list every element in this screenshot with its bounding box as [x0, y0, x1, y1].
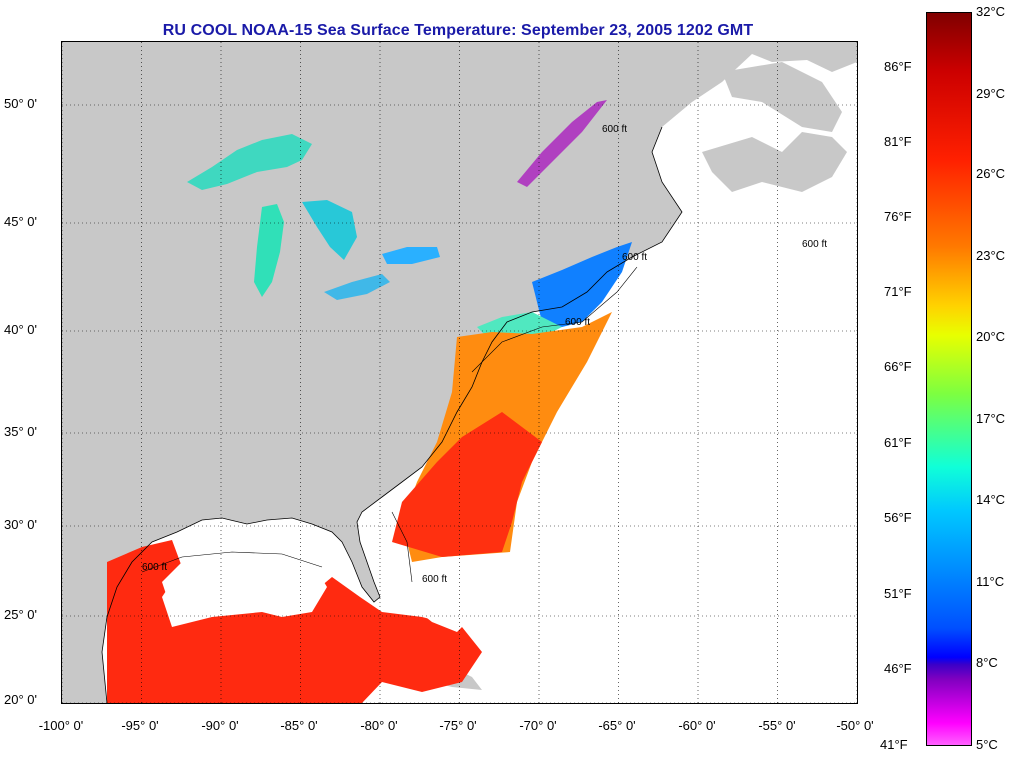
lon-label-90: -90° 0': [201, 718, 239, 733]
colorbar-label-8c: 8°C: [976, 655, 998, 670]
st-lawrence-sst: [517, 100, 607, 187]
lat-label-40: 40° 0': [4, 322, 37, 337]
colorbar-label-46f: 46°F: [884, 661, 912, 676]
lat-label-45: 45° 0': [4, 214, 37, 229]
colorbar-label-20c: 20°C: [976, 329, 1006, 344]
temperature-colorbar: [926, 12, 972, 746]
lake-erie: [324, 274, 390, 300]
map-canvas: 600 ft 600 ft 600 ft 600 ft 600 ft 600 ft: [62, 42, 857, 703]
gulf-cloud: [162, 547, 327, 617]
colorbar-label-26c: 26°C: [976, 166, 1006, 181]
gulf-of-maine-sst: [532, 242, 632, 327]
lake-huron: [302, 200, 357, 260]
colorbar-label-32c: 32°C: [976, 4, 1006, 19]
land-maritimes: [702, 132, 847, 192]
lon-label-75: -75° 0': [439, 718, 477, 733]
colorbar-label-81f: 81°F: [884, 134, 912, 149]
colorbar-label-23c: 23°C: [976, 248, 1006, 263]
contour-label-600ft: 600 ft: [565, 317, 590, 328]
colorbar-label-61f: 61°F: [884, 435, 912, 450]
lon-label-60: -60° 0': [678, 718, 716, 733]
map-title: RU COOL NOAA-15 Sea Surface Temperature:…: [162, 22, 754, 39]
lon-label-65: -65° 0': [598, 718, 636, 733]
lake-michigan: [254, 204, 284, 297]
lon-label-95: -95° 0': [121, 718, 159, 733]
contour-label-600ft: 600 ft: [142, 562, 167, 573]
contour-label-600ft: 600 ft: [602, 124, 627, 135]
colorbar-label-71f: 71°F: [884, 284, 912, 299]
coastline: [101, 126, 683, 703]
lake-ontario: [382, 247, 440, 264]
sst-map[interactable]: 600 ft 600 ft 600 ft 600 ft 600 ft 600 ft: [61, 41, 858, 704]
colorbar-label-51f: 51°F: [884, 586, 912, 601]
colorbar-label-66f: 66°F: [884, 359, 912, 374]
colorbar-label-56f: 56°F: [884, 510, 912, 525]
lon-label-50: -50° 0': [836, 718, 874, 733]
contour-label-600ft: 600 ft: [422, 574, 447, 585]
lon-label-85: -85° 0': [280, 718, 318, 733]
contour-label-600ft: 600 ft: [622, 252, 647, 263]
colorbar-label-17c: 17°C: [976, 411, 1006, 426]
lat-label-30: 30° 0': [4, 517, 37, 532]
colorbar-label-29c: 29°C: [976, 86, 1006, 101]
colorbar-label-14c: 14°C: [976, 492, 1006, 507]
colorbar-label-11c: 11°C: [976, 574, 1005, 589]
bahamas-cloud: [382, 562, 472, 632]
colorbar-label-76f: 76°F: [884, 209, 912, 224]
lon-label-55: -55° 0': [758, 718, 796, 733]
isobath-600ft: [141, 266, 638, 583]
lon-label-70: -70° 0': [519, 718, 557, 733]
lat-label-50: 50° 0': [4, 96, 37, 111]
lat-label-25: 25° 0': [4, 607, 37, 622]
colorbar-label-86f: 86°F: [884, 59, 912, 74]
lon-label-100: -100° 0': [38, 718, 84, 733]
atlantic-swath-hot: [392, 412, 542, 557]
colorbar-label-41f: 41°F: [880, 737, 908, 752]
lat-label-35: 35° 0': [4, 424, 37, 439]
lat-label-20: 20° 0': [4, 692, 37, 707]
gulf-sst: [107, 540, 482, 703]
contour-label-600ft: 600 ft: [802, 239, 827, 250]
lon-label-80: -80° 0': [360, 718, 398, 733]
colorbar-label-5c: 5°C: [976, 737, 998, 752]
land-newfoundland: [722, 62, 842, 132]
lake-superior: [187, 134, 312, 190]
